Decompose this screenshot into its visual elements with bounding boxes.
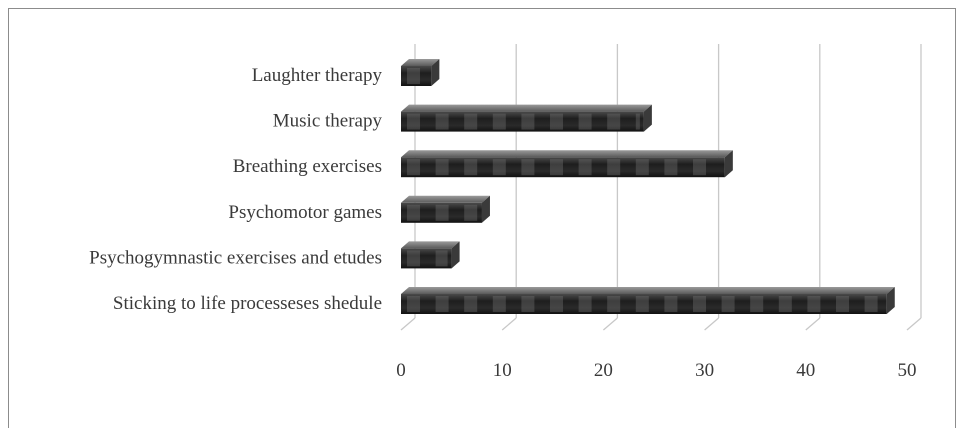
bar-sheen [578, 113, 592, 130]
bar-sheen [550, 113, 563, 130]
bar-end [481, 195, 490, 223]
x-tick-label: 30 [695, 360, 714, 381]
bar-sheen [435, 250, 448, 267]
bar-front [401, 111, 644, 132]
bar-sheen [607, 113, 621, 130]
bar-sheen [607, 296, 621, 312]
bar-sheen [435, 296, 449, 312]
bar-sheen [521, 296, 535, 312]
bar-sheen [635, 159, 649, 176]
category-label: Music therapy [273, 111, 383, 132]
bar-end [451, 241, 460, 269]
bar-sheen [464, 204, 478, 221]
bar-sheen [492, 159, 506, 176]
bar-sheen [407, 296, 420, 312]
bar-top [401, 195, 490, 203]
bar-top [401, 59, 440, 66]
x-tick-label: 50 [898, 360, 917, 381]
bar [401, 104, 652, 132]
bar-end [886, 287, 895, 314]
bar-sheen [521, 159, 535, 176]
bar-end [724, 150, 733, 178]
bar [401, 195, 490, 223]
bars [401, 59, 895, 314]
gridlines [400, 44, 922, 331]
bar [401, 59, 440, 86]
bar-sheen [550, 159, 563, 176]
bar [401, 241, 460, 269]
bar-sheen [721, 296, 735, 312]
bar-sheen [407, 159, 420, 176]
bar-sheen [435, 204, 449, 221]
bar-top [401, 150, 733, 158]
category-label: Psychogymnastic exercises and etudes [89, 247, 382, 268]
bar-sheen [578, 296, 592, 312]
x-tick-label: 0 [396, 360, 406, 381]
bar-end [643, 104, 652, 132]
bar-sheen [521, 113, 535, 130]
x-tick-label: 10 [493, 360, 512, 381]
bar-sheen [550, 296, 563, 312]
category-label: Laughter therapy [252, 65, 383, 86]
bar-sheen [864, 296, 878, 312]
bar-sheen [750, 296, 764, 312]
gridline-depth-20 [602, 317, 618, 331]
bar-sheen [464, 159, 478, 176]
gridline-depth-40 [805, 317, 821, 331]
bar-sheen [407, 113, 420, 130]
bar-sheen [635, 113, 640, 130]
bar-sheen [836, 296, 849, 312]
bar-sheen [435, 159, 449, 176]
gridline-depth-30 [704, 317, 720, 331]
gridline-depth-50 [906, 317, 922, 331]
category-labels: Laughter therapy Music therapy Breathing e… [89, 65, 382, 314]
bar-top [401, 241, 460, 249]
bar-top [401, 104, 652, 112]
bar-sheen [807, 296, 821, 312]
bar-end [431, 59, 440, 86]
bar [401, 287, 895, 314]
bar-sheen [693, 296, 706, 312]
bar-sheen [664, 296, 678, 312]
bar-front [401, 157, 725, 178]
bar-sheen [778, 296, 792, 312]
bar-sheen [464, 113, 478, 130]
category-label: Sticking to life processeses shedule [113, 293, 382, 314]
bar-sheen [635, 296, 649, 312]
bar-sheen [492, 113, 506, 130]
bar-sheen [693, 159, 706, 176]
bar-sheen [407, 204, 420, 221]
x-tick-labels: 0 10 20 30 40 50 [396, 360, 916, 381]
gridline-depth-0 [400, 317, 416, 331]
bar-front [401, 248, 452, 269]
bar-front [401, 294, 887, 314]
gridline-depth-10 [501, 317, 517, 331]
bar-sheen [578, 159, 592, 176]
bar-top [401, 287, 895, 294]
bar [401, 150, 733, 178]
bar-sheen [492, 296, 506, 312]
bar-sheen [435, 113, 449, 130]
bar-front [401, 202, 482, 223]
bar-sheen [407, 68, 420, 84]
bar-sheen [607, 159, 621, 176]
bar-sheen [664, 159, 678, 176]
category-label: Psychomotor games [228, 202, 382, 223]
x-tick-label: 40 [796, 360, 815, 381]
x-tick-label: 20 [594, 360, 613, 381]
category-label: Breathing exercises [233, 156, 382, 177]
bar-sheen [407, 250, 420, 267]
bar-front [401, 66, 432, 86]
bar-sheen [464, 296, 478, 312]
